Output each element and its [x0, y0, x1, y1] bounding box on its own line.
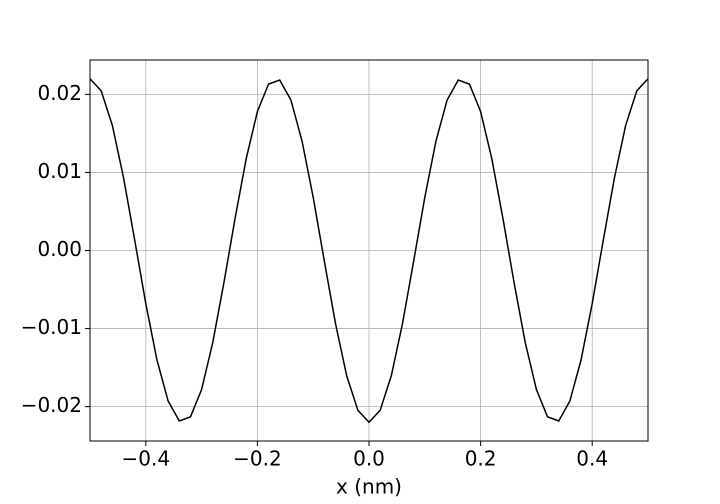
y-tick-label: −0.01	[21, 315, 82, 339]
x-tick-label: 0.2	[465, 447, 497, 471]
y-tick-label: −0.02	[21, 393, 82, 417]
x-tick-label: −0.2	[233, 447, 282, 471]
x-tick-label: −0.4	[122, 447, 171, 471]
x-axis-label: x (nm)	[336, 475, 402, 499]
x-tick-label: 0.0	[353, 447, 385, 471]
y-tick-label: 0.02	[37, 81, 82, 105]
x-tick-label: 0.4	[576, 447, 608, 471]
y-tick-label: 0.00	[37, 237, 82, 261]
y-tick-label: 0.01	[37, 159, 82, 183]
line-series	[89, 78, 649, 424]
plot-frame	[89, 59, 649, 442]
